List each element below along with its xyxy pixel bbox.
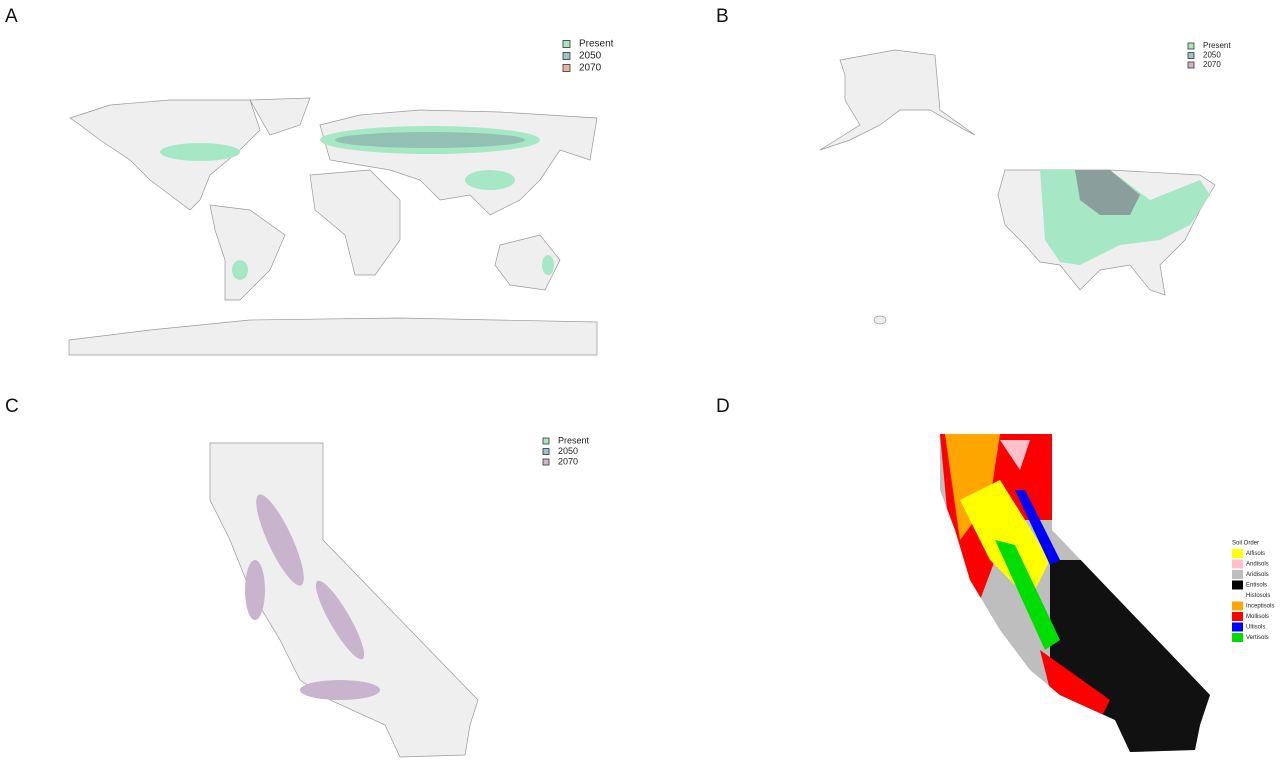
legend-swatch — [1232, 570, 1243, 579]
legend-label: Present — [579, 39, 614, 50]
legend-swatch — [562, 40, 571, 48]
legend-title: Soil Order — [1232, 541, 1259, 547]
legend-swatch — [1187, 61, 1195, 69]
legend-swatch — [542, 448, 550, 455]
legend-label: Ultisols — [1246, 625, 1265, 631]
legend-swatch — [562, 52, 571, 60]
us-map — [819, 49, 1216, 325]
legend-swatch — [1232, 601, 1243, 611]
legend-label: 2050 — [558, 446, 578, 456]
legend-label: 2070 — [1203, 60, 1221, 69]
california-map — [209, 442, 479, 758]
legend-swatch — [1232, 549, 1243, 558]
legend-label: Vertisols — [1246, 635, 1269, 641]
legend-swatch — [1187, 42, 1195, 50]
legend-label: Andisols — [1246, 562, 1269, 568]
legend-swatch — [562, 64, 571, 72]
legend-swatch — [542, 458, 550, 466]
legend-swatch — [1232, 633, 1243, 642]
legend-label: Histosols — [1246, 593, 1270, 599]
legend-swatch — [1232, 612, 1243, 621]
legend-label: Entisols — [1246, 583, 1267, 589]
legend-swatch — [1232, 622, 1243, 632]
legend-label: Inceptisols — [1246, 604, 1274, 610]
legend-label: 2070 — [579, 63, 602, 74]
panel-label: D — [716, 396, 730, 417]
legend-label: Alfisols — [1246, 551, 1265, 557]
legend-swatch — [1232, 559, 1243, 569]
panel-label: B — [716, 6, 729, 27]
legend-label: Present — [558, 435, 590, 445]
legend-swatch — [1187, 52, 1195, 59]
legend-swatch — [542, 437, 550, 445]
legend-label: 2050 — [1203, 51, 1221, 60]
legend-label: 2050 — [579, 51, 602, 62]
legend-swatch — [1232, 591, 1243, 600]
panel-label: C — [5, 396, 19, 417]
legend-label: 2070 — [558, 456, 578, 466]
legend-label: Mollisols — [1246, 614, 1269, 620]
world-map — [68, 97, 598, 356]
panel-label: A — [5, 6, 18, 27]
soil-map — [940, 434, 1210, 752]
legend-swatch — [1232, 580, 1243, 590]
legend-label: Aridisols — [1246, 572, 1269, 578]
legend-label: Present — [1203, 41, 1231, 50]
